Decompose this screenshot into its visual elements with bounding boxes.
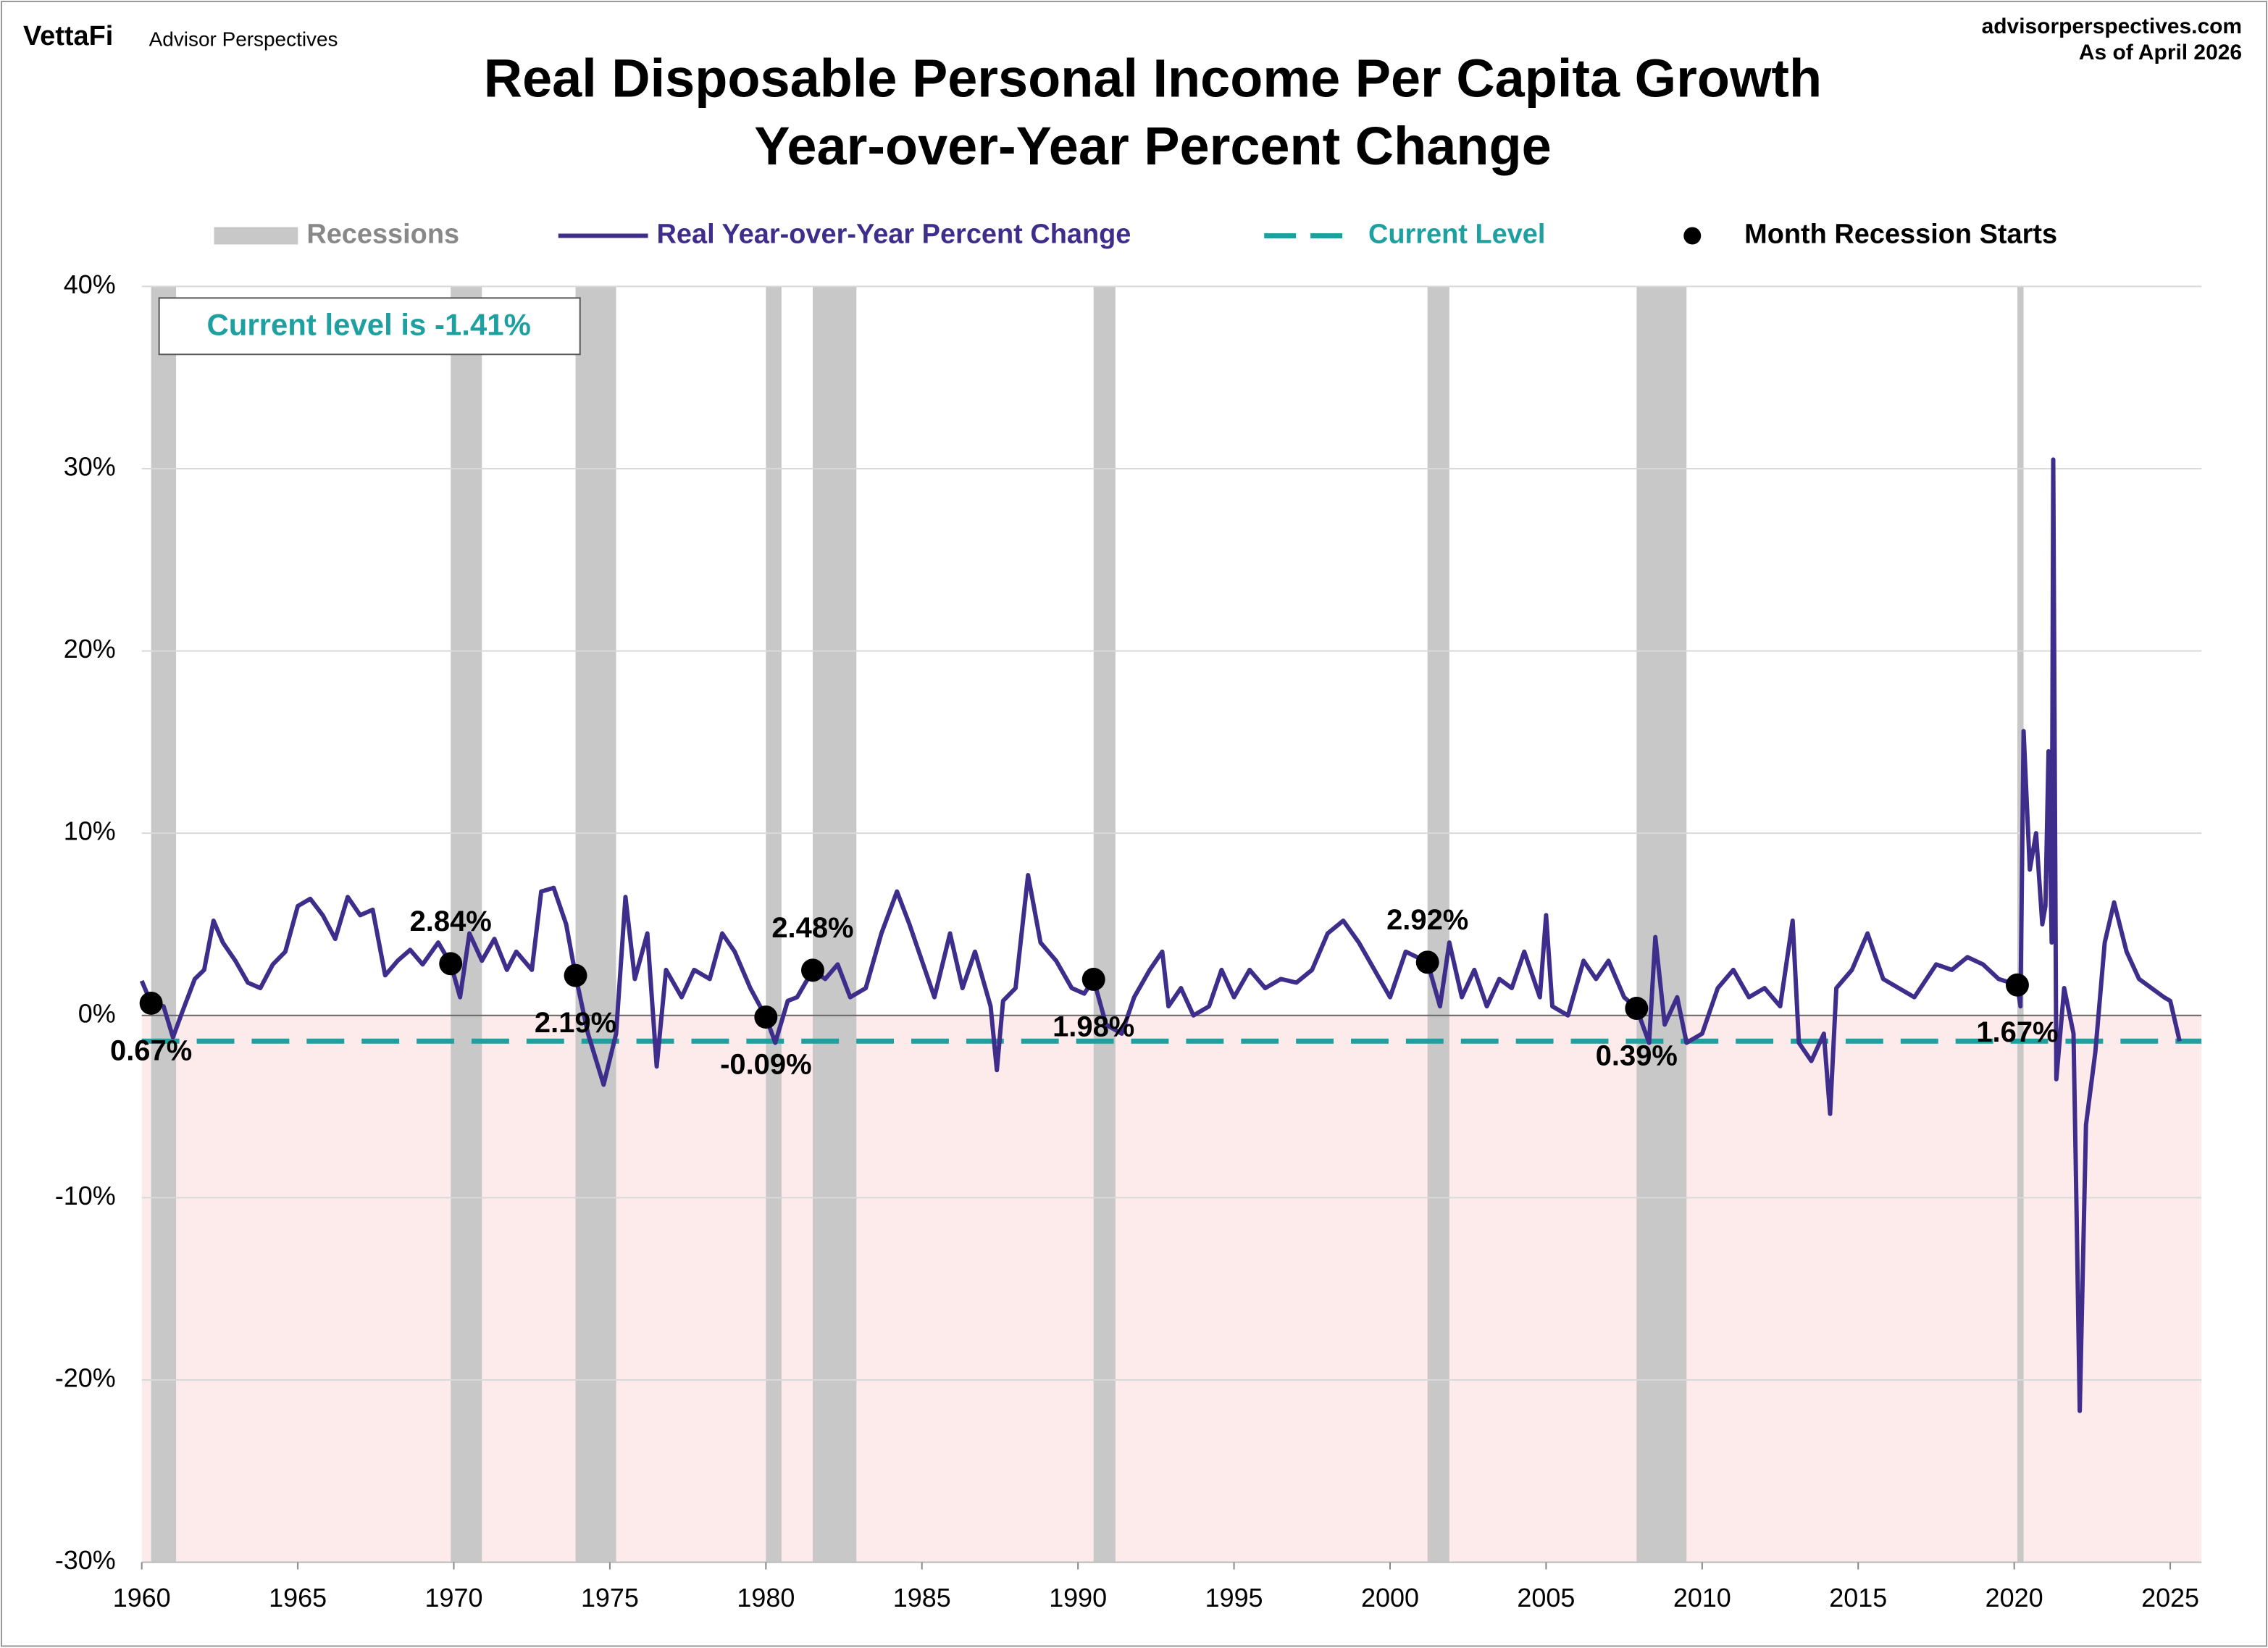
x-tick-label: 1960 [113,1583,171,1613]
recession-start-label: 2.92% [1386,904,1468,936]
recession-start-label: 2.48% [771,912,853,944]
y-tick-label: -30% [55,1545,116,1575]
recession-start-label: -0.09% [720,1048,811,1080]
legend-swatch [214,227,298,245]
recession-start-dot [1625,996,1649,1020]
recession-start-label: 0.39% [1596,1040,1678,1071]
legend-label: Month Recession Starts [1744,219,2057,250]
y-tick-label: -20% [55,1363,116,1392]
y-tick-label: 40% [64,269,116,299]
recession-band [151,286,177,1563]
x-tick-label: 2025 [2141,1583,2199,1613]
as-of: As of April 2026 [2079,41,2242,64]
recession-start-label: 0.67% [110,1034,192,1066]
y-tick-label: -10% [55,1181,116,1210]
y-tick-label: 20% [64,634,116,664]
recession-start-dot [800,958,824,982]
y-tick-label: 10% [64,816,116,846]
brand: VettaFi [23,21,113,51]
negative-zone [141,1015,2202,1563]
x-tick-label: 1990 [1049,1583,1107,1613]
x-tick-label: 1975 [581,1583,639,1613]
recession-band [1636,286,1687,1563]
x-tick-label: 1970 [425,1583,483,1613]
x-tick-label: 2015 [1829,1583,1887,1613]
recession-band [1427,286,1449,1563]
x-tick-label: 2020 [1985,1583,2043,1613]
recession-start-dot [1415,950,1439,974]
recession-start-label: 1.98% [1053,1011,1134,1042]
recession-band [766,286,782,1563]
x-tick-label: 1965 [269,1583,327,1613]
source: advisorperspectives.com [1982,14,2242,38]
recession-start-dot [439,952,463,976]
legend-swatch [1683,227,1702,245]
recession-band [451,286,482,1563]
annotation-box [158,297,581,356]
chart-subtitle: Year-over-Year Percent Change [754,116,1551,176]
legend-label: Recessions [306,219,459,250]
recession-start-label: 2.84% [410,905,492,937]
y-tick-label: 0% [78,998,116,1028]
recession-start-dot [2005,973,2029,997]
recession-band [575,286,616,1563]
brand-sub: Advisor Perspectives [149,28,338,50]
x-tick-label: 1980 [737,1583,795,1613]
recession-start-label: 2.19% [535,1007,616,1039]
legend-label: Real Year-over-Year Percent Change [657,219,1131,250]
legend-label: Current Level [1368,219,1545,250]
x-tick-label: 2005 [1517,1583,1575,1613]
recession-start-dot [564,963,587,987]
x-tick-label: 2000 [1361,1583,1419,1613]
chart-title: Real Disposable Personal Income Per Capi… [484,48,1822,108]
recession-start-dot [139,991,163,1015]
annotation: Current level is -1.41% [206,307,530,341]
y-tick-label: 30% [64,451,116,481]
recession-band [1093,286,1116,1563]
x-tick-label: 1995 [1205,1583,1263,1613]
recession-start-dot [1081,967,1105,991]
x-tick-label: 1985 [893,1583,951,1613]
data-line [139,457,2182,1413]
recession-start-label: 1.67% [1976,1016,2058,1048]
recession-start-dot [754,1005,778,1029]
recession-band [812,286,857,1563]
legend: Recessions Real Year-over-Year Percent Ch… [214,219,2057,250]
x-tick-label: 2010 [1673,1583,1731,1613]
